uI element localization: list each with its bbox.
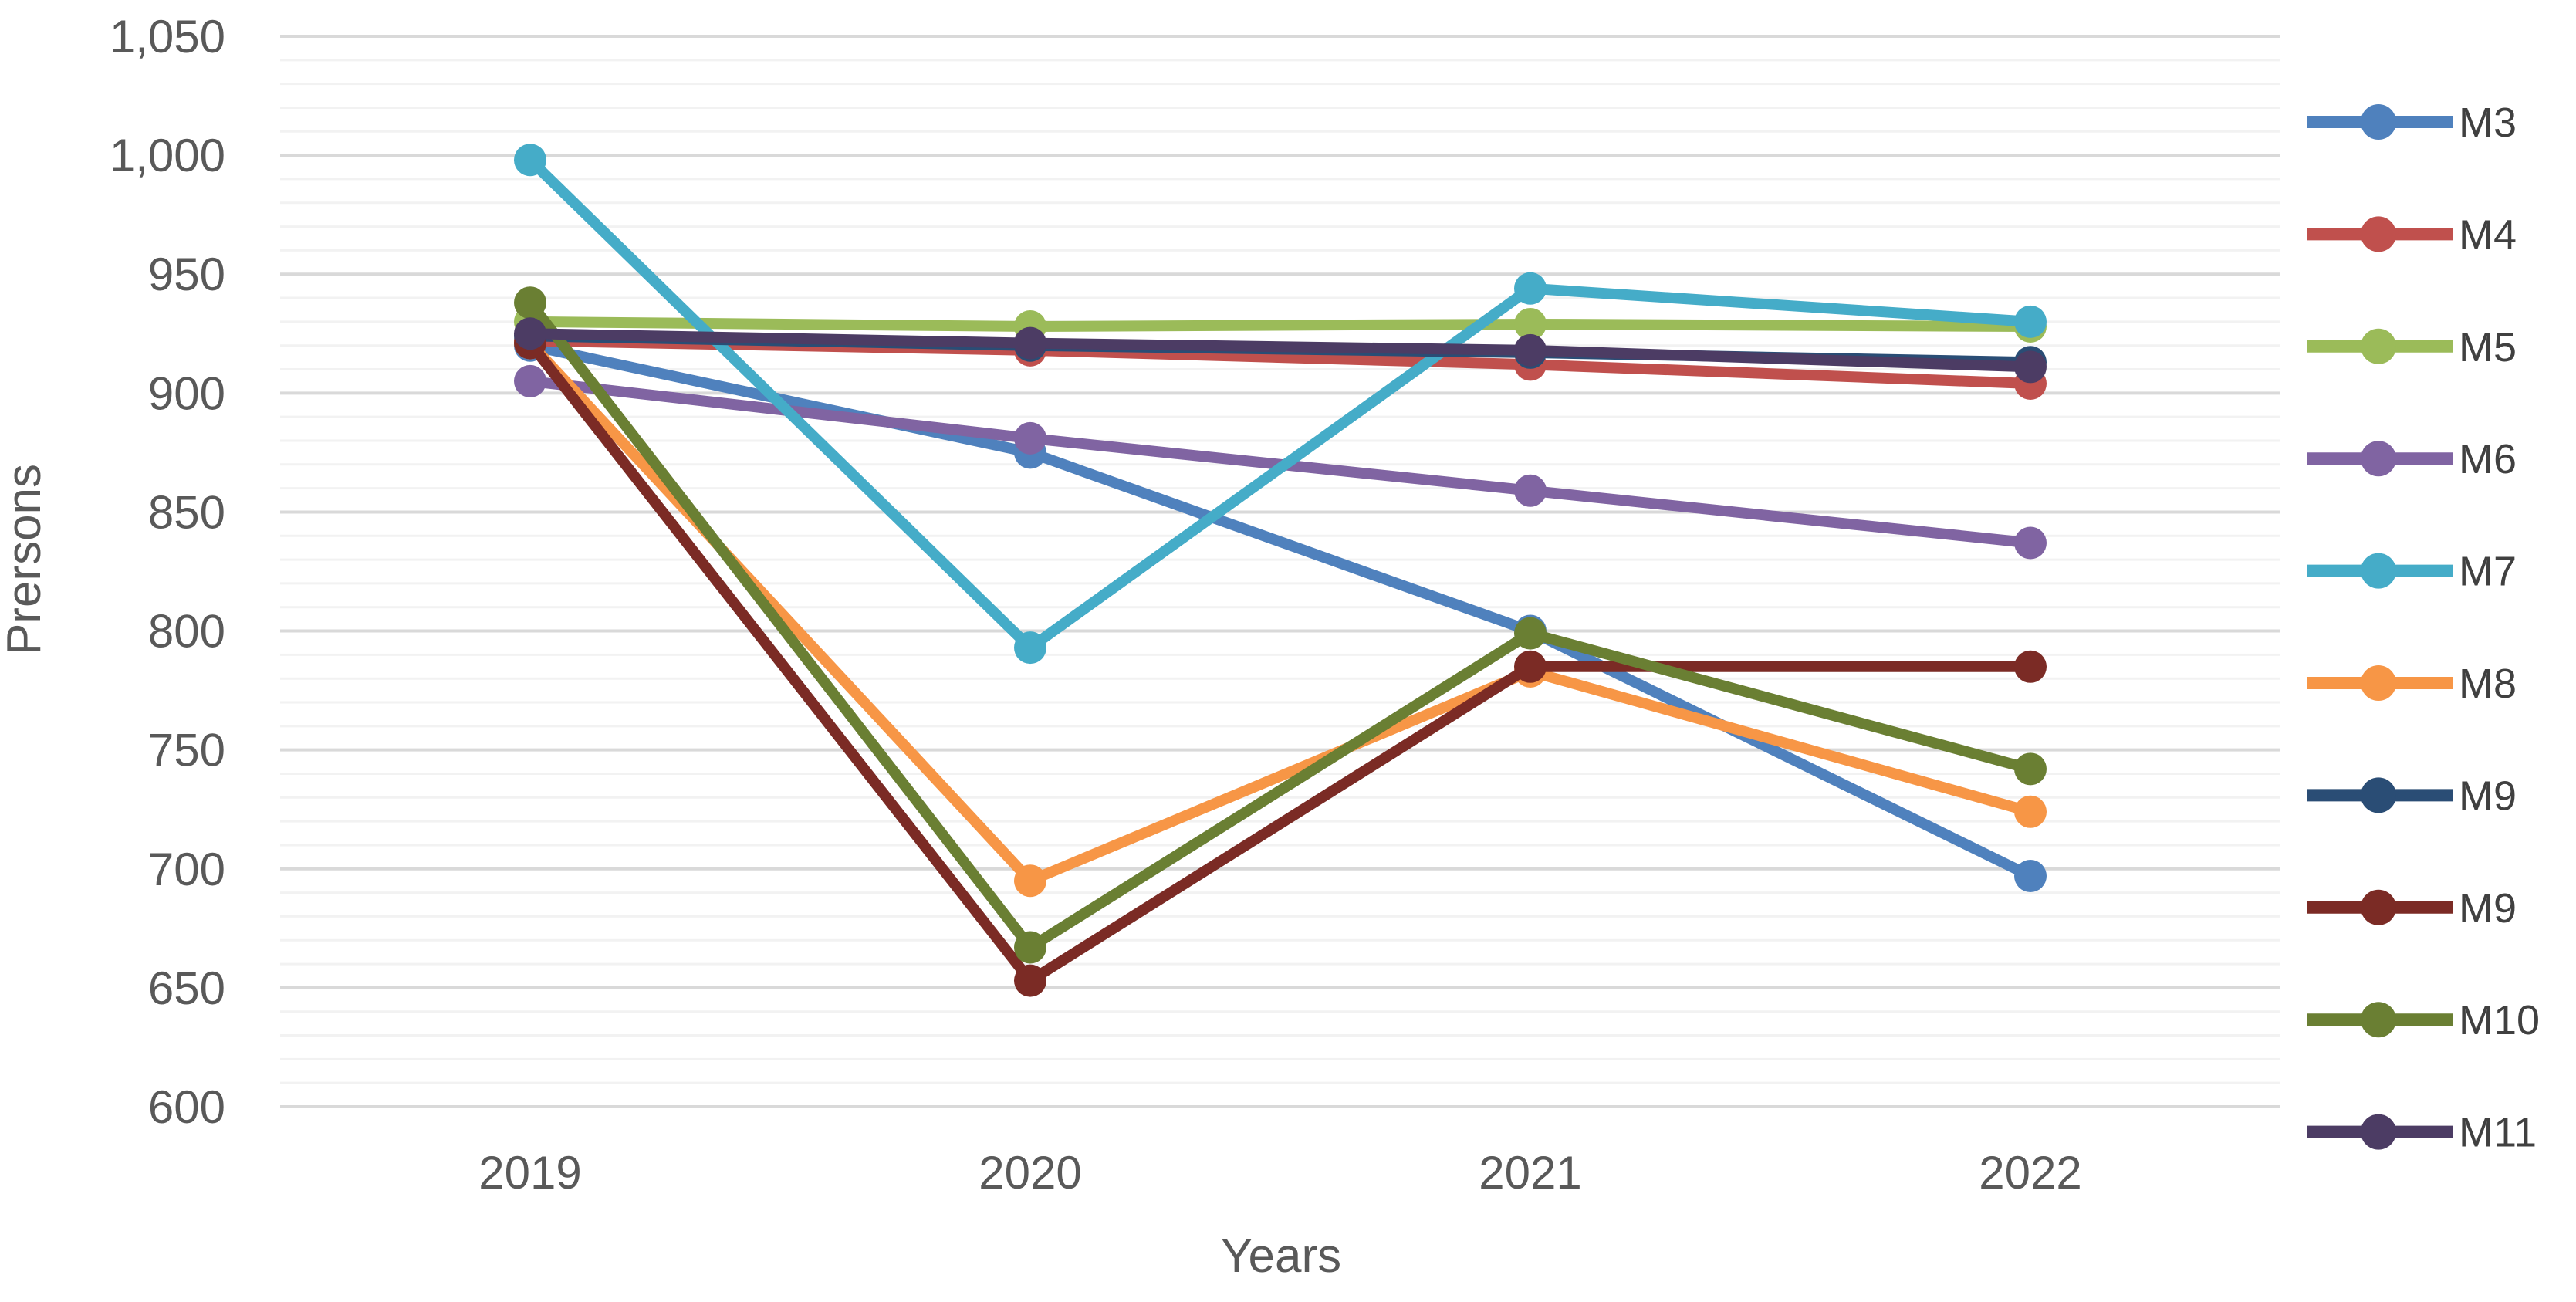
data-point-marker xyxy=(1014,864,1046,898)
y-tick-label: 950 xyxy=(148,249,225,300)
series-m7 xyxy=(514,144,2047,665)
legend-marker-dot xyxy=(2361,553,2396,589)
major-gridlines xyxy=(280,35,2280,1108)
legend-marker-dot xyxy=(2361,441,2396,477)
data-point-marker xyxy=(1514,333,1547,367)
data-point-marker xyxy=(2014,526,2047,560)
data-point-marker xyxy=(2014,752,2047,786)
series-line xyxy=(525,316,2036,333)
legend-label: M10 xyxy=(2459,997,2540,1043)
data-point-marker xyxy=(514,286,546,320)
legend-item-m7: M7 xyxy=(2307,549,2517,595)
data-point-marker xyxy=(1514,272,1547,305)
data-point-marker xyxy=(1014,931,1046,964)
legend-marker-dot xyxy=(2361,1002,2396,1038)
data-point-marker xyxy=(1514,617,1547,650)
data-point-marker xyxy=(514,144,546,177)
y-axis-tick-labels: 1,050 1,000 950 900 850 800 750 700 650 600 xyxy=(110,11,225,1133)
data-point-marker xyxy=(1014,421,1046,455)
legend-label: M11 xyxy=(2459,1110,2537,1156)
series-line xyxy=(525,337,2036,887)
data-point-marker xyxy=(2014,860,2047,893)
data-point-marker xyxy=(1014,326,1046,360)
series-m10 xyxy=(514,286,2047,964)
data-point-marker xyxy=(514,317,546,350)
series-line xyxy=(525,297,2036,953)
x-tick-label: 2022 xyxy=(1979,1147,2081,1199)
data-point-marker xyxy=(1014,964,1046,997)
legend-marker-dot xyxy=(2361,1114,2396,1150)
series-line xyxy=(525,328,2036,373)
legend-item-m8: M8 xyxy=(2307,661,2517,707)
legend-label: M4 xyxy=(2459,211,2517,258)
data-point-marker xyxy=(514,364,546,397)
legend-item-m6: M6 xyxy=(2307,436,2517,482)
legend-marker-dot xyxy=(2361,328,2396,364)
legend-label: M8 xyxy=(2459,661,2517,707)
data-point-marker xyxy=(1514,474,1547,507)
data-point-marker xyxy=(2014,795,2047,828)
legend-item-m11: M11 xyxy=(2307,1110,2537,1156)
legend-marker-dot xyxy=(2361,665,2396,701)
minor-gridlines xyxy=(280,59,2280,1084)
y-tick-label: 800 xyxy=(148,606,225,658)
legend-item-m10: M10 xyxy=(2307,997,2540,1043)
series-line xyxy=(525,337,2036,986)
legend-label: M9 xyxy=(2459,885,2517,932)
data-point-marker xyxy=(1014,631,1046,665)
series-line xyxy=(525,154,2036,654)
legend-item-m4: M4 xyxy=(2307,211,2517,258)
legend-marker-dot xyxy=(2361,889,2396,925)
x-axis-title: Years xyxy=(1221,1229,1341,1283)
data-point-marker xyxy=(1514,650,1547,683)
legend-label: M3 xyxy=(2459,100,2517,146)
series-m9 xyxy=(514,326,2047,997)
legend-label: M6 xyxy=(2459,436,2517,482)
chart-legend: M3 M4 M5 M6 M7 M8 M9 M9 M10 M11 xyxy=(2307,100,2540,1156)
legend-label: M5 xyxy=(2459,324,2517,370)
legend-marker-dot xyxy=(2361,104,2396,140)
y-tick-label: 1,000 xyxy=(110,130,225,181)
y-tick-label: 750 xyxy=(148,725,225,776)
x-tick-label: 2021 xyxy=(1479,1147,1581,1199)
legend-label: M9 xyxy=(2459,773,2517,819)
data-point-marker xyxy=(2014,350,2047,384)
legend-item-m9: M9 xyxy=(2307,885,2517,932)
data-point-marker xyxy=(2014,305,2047,338)
y-axis-title: Prersons xyxy=(0,464,51,655)
y-tick-label: 850 xyxy=(148,486,225,538)
legend-item-m9: M9 xyxy=(2307,773,2517,819)
x-tick-label: 2020 xyxy=(979,1147,1081,1199)
y-tick-label: 700 xyxy=(148,844,225,895)
series-m11 xyxy=(514,317,2047,384)
y-tick-label: 650 xyxy=(148,962,225,1014)
data-point-marker xyxy=(1514,307,1547,340)
legend-marker-dot xyxy=(2361,777,2396,813)
y-tick-label: 1,050 xyxy=(110,11,225,63)
legend-label: M7 xyxy=(2459,549,2517,595)
series-lines xyxy=(514,144,2047,997)
y-tick-label: 900 xyxy=(148,367,225,419)
legend-item-m5: M5 xyxy=(2307,324,2517,370)
x-axis-tick-labels: 2019 2020 2021 2022 xyxy=(478,1147,2081,1199)
x-tick-label: 2019 xyxy=(478,1147,581,1199)
data-point-marker xyxy=(2014,650,2047,683)
legend-marker-dot xyxy=(2361,216,2396,252)
y-tick-label: 600 xyxy=(148,1081,225,1133)
legend-item-m3: M3 xyxy=(2307,100,2517,146)
